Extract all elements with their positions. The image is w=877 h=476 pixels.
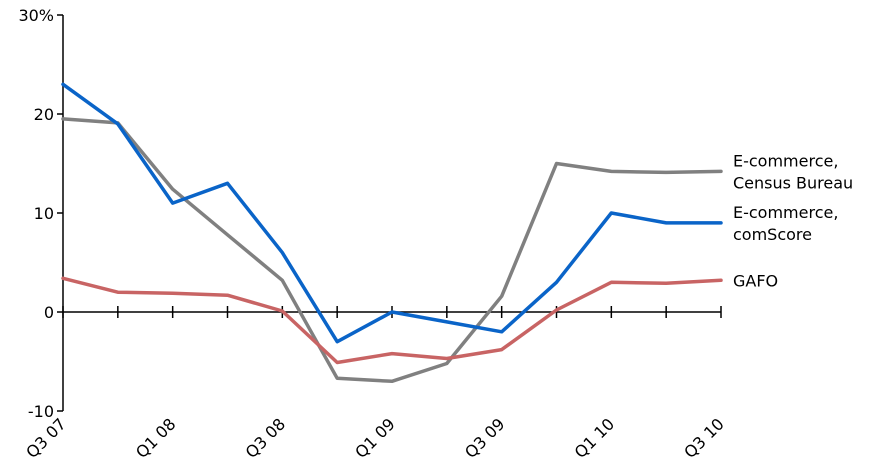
series-lines (61, 82, 723, 384)
y-tick-label: -10 (28, 402, 54, 421)
series-label: E-commerce, comScore (733, 203, 838, 244)
y-tick-label: 30% (18, 6, 54, 25)
series-labels: E-commerce, Census Bureau E-commerce, comSc… (733, 151, 853, 290)
series-line (61, 117, 723, 384)
x-tick-label: Q3 09 (461, 414, 509, 462)
x-tick-label: Q3 08 (242, 414, 290, 462)
y-tick-label: 0 (44, 303, 54, 322)
series-label: E-commerce, Census Bureau (733, 151, 853, 192)
axes (57, 14, 722, 412)
series-line (61, 276, 723, 365)
x-tick-label: Q3 07 (22, 414, 70, 462)
x-tick-label: Q1 08 (132, 414, 180, 462)
y-tick-label: 20 (34, 105, 54, 124)
y-tick-label: 10 (34, 204, 54, 223)
tick-labels: -10 0 10 20 30% Q3 07 Q1 08 Q3 08 Q1 09 Q3 09 Q1 1… (18, 6, 727, 462)
x-tick-label: Q1 09 (351, 414, 399, 462)
x-tick-label: Q1 10 (571, 414, 619, 462)
x-tick-label: Q3 10 (680, 414, 728, 462)
series-label: GAFO (733, 271, 778, 290)
series-line (61, 82, 723, 344)
